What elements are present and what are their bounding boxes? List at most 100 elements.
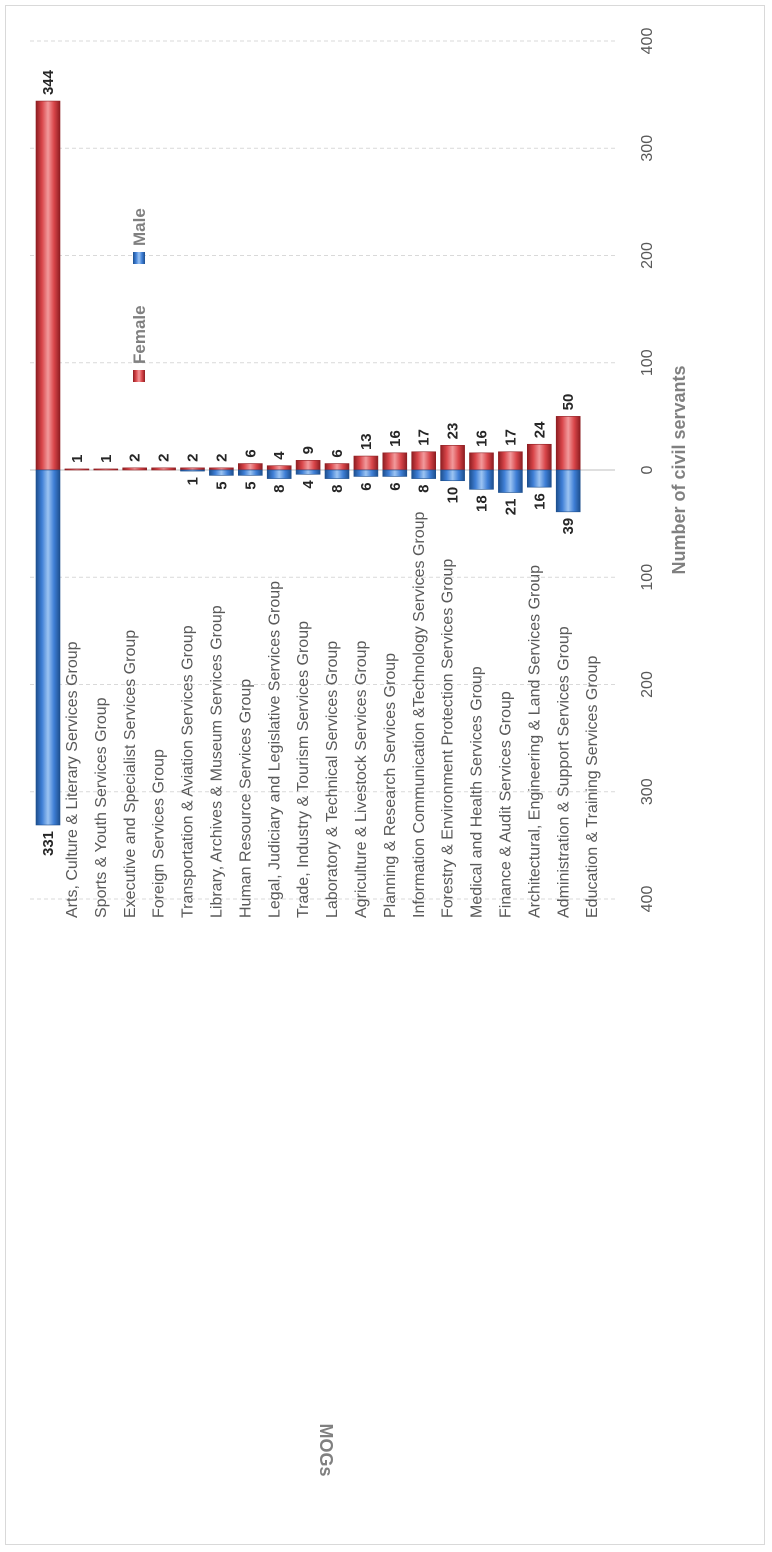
data-label-male: 21 [502, 499, 519, 516]
legend-label-female: Female [130, 305, 149, 364]
category-label: Arts, Culture & Literary Services Group [64, 641, 81, 918]
category-label: Finance & Audit Services Group [498, 691, 515, 918]
data-label-male: 16 [531, 493, 548, 510]
category-label: Administration & Support Services Group [555, 626, 572, 918]
category-label: Laboratory & Technical Services Group [324, 641, 341, 918]
value-tick-label: 200 [639, 671, 656, 698]
data-label-male: 1 [185, 477, 202, 485]
data-label-male: 10 [445, 487, 462, 504]
category-label: Foreign Services Group [151, 749, 168, 918]
data-label-female: 16 [474, 430, 491, 447]
bar-female [266, 465, 292, 471]
value-tick-label: 100 [639, 349, 656, 376]
bar-male [440, 469, 465, 482]
legend-label-male: Male [130, 208, 149, 246]
bar-female [555, 416, 581, 471]
category-label: Human Resource Services Group [237, 679, 254, 918]
bar-female [469, 452, 494, 471]
category-label: Planning & Research Services Group [382, 653, 399, 918]
data-label-male: 6 [358, 482, 375, 490]
bar-female [295, 460, 321, 471]
bar-male [266, 469, 292, 479]
bar-male [382, 469, 408, 477]
bar-female [209, 467, 234, 471]
value-tick-label: 100 [639, 564, 656, 591]
legend: Female Male [130, 208, 149, 382]
data-label-male: 18 [474, 495, 491, 512]
bar-male [35, 469, 61, 826]
bar-female [64, 468, 90, 471]
data-label-female: 17 [416, 429, 433, 446]
value-tick-label: 300 [639, 778, 656, 805]
data-label-male: 39 [560, 518, 577, 535]
bar-female [526, 443, 552, 471]
data-label-male: 8 [329, 485, 346, 493]
legend-swatch-female [133, 370, 145, 382]
category-label: Trade, Industry & Tourism Services Group [295, 621, 312, 918]
bar-male [209, 469, 234, 476]
data-label-female: 2 [185, 454, 202, 462]
bar-male [555, 469, 581, 513]
bar-female [324, 463, 350, 471]
category-label: Legal, Judiciary and Legislative Service… [266, 581, 283, 918]
value-tick-label: 300 [639, 135, 656, 162]
data-label-female: 4 [271, 451, 288, 460]
data-label-male: 8 [271, 485, 288, 493]
bar-female [35, 100, 61, 471]
data-label-female: 1 [98, 455, 115, 463]
category-label: Information Communication &Technology Se… [411, 511, 428, 918]
category-label: Transportation & Aviation Services Group [180, 625, 197, 918]
bar-female [93, 468, 119, 471]
data-label-male: 5 [242, 481, 259, 489]
chart-frame [5, 5, 765, 1545]
category-label: Architectural, Engineering & Land Servic… [526, 565, 543, 918]
category-label: Forestry & Environment Protection Servic… [440, 559, 457, 918]
category-label: Agriculture & Livestock Services Group [353, 640, 370, 918]
category-axis-title: MOGs [316, 1423, 336, 1476]
data-label-female: 13 [358, 433, 375, 450]
data-label-female: 344 [40, 69, 57, 95]
category-label: Education & Training Services Group [584, 656, 601, 918]
category-labels: Arts, Culture & Literary Services Group S… [64, 511, 601, 918]
data-label-female: 16 [387, 430, 404, 447]
bar-male [238, 469, 263, 476]
bar-female [411, 451, 437, 471]
bar-male [469, 469, 494, 490]
bar-female [498, 451, 523, 471]
data-label-female: 2 [127, 454, 144, 462]
data-label-female: 2 [213, 454, 230, 462]
value-axis-title: Number of civil servants [669, 365, 689, 574]
category-label: Sports & Youth Services Group [93, 697, 110, 918]
value-tick-label: 400 [639, 28, 656, 55]
data-label-female: 17 [502, 429, 519, 446]
data-label-female: 23 [445, 423, 462, 440]
data-label-male: 5 [213, 481, 230, 489]
category-label: Library, Archives & Museum Services Grou… [209, 605, 226, 918]
category-label: Executive and Specialist Services Group [122, 630, 139, 918]
bar-male [353, 469, 379, 477]
bar-male [498, 469, 523, 493]
bar-female [180, 467, 205, 471]
data-label-female: 24 [531, 421, 548, 438]
legend-swatch-male [133, 252, 145, 264]
bar-female [122, 467, 147, 471]
bars [35, 100, 581, 826]
data-label-female: 6 [329, 449, 346, 457]
data-label-female: 50 [560, 394, 577, 411]
bar-female [440, 445, 465, 471]
data-label-male: 331 [40, 831, 57, 856]
bar-female [238, 463, 263, 471]
data-label-female: 1 [69, 455, 86, 463]
bar-male [411, 469, 437, 479]
data-label-female: 2 [156, 454, 173, 462]
value-axis-ticks: 400 300 200 100 0 100 200 300 400 [639, 28, 656, 913]
bar-female [353, 455, 379, 471]
data-label-male: 8 [416, 485, 433, 493]
bar-female [151, 467, 176, 471]
data-label-male: 4 [300, 480, 317, 489]
value-tick-label: 400 [639, 886, 656, 913]
data-label-male: 6 [387, 482, 404, 490]
bar-male [180, 469, 205, 472]
